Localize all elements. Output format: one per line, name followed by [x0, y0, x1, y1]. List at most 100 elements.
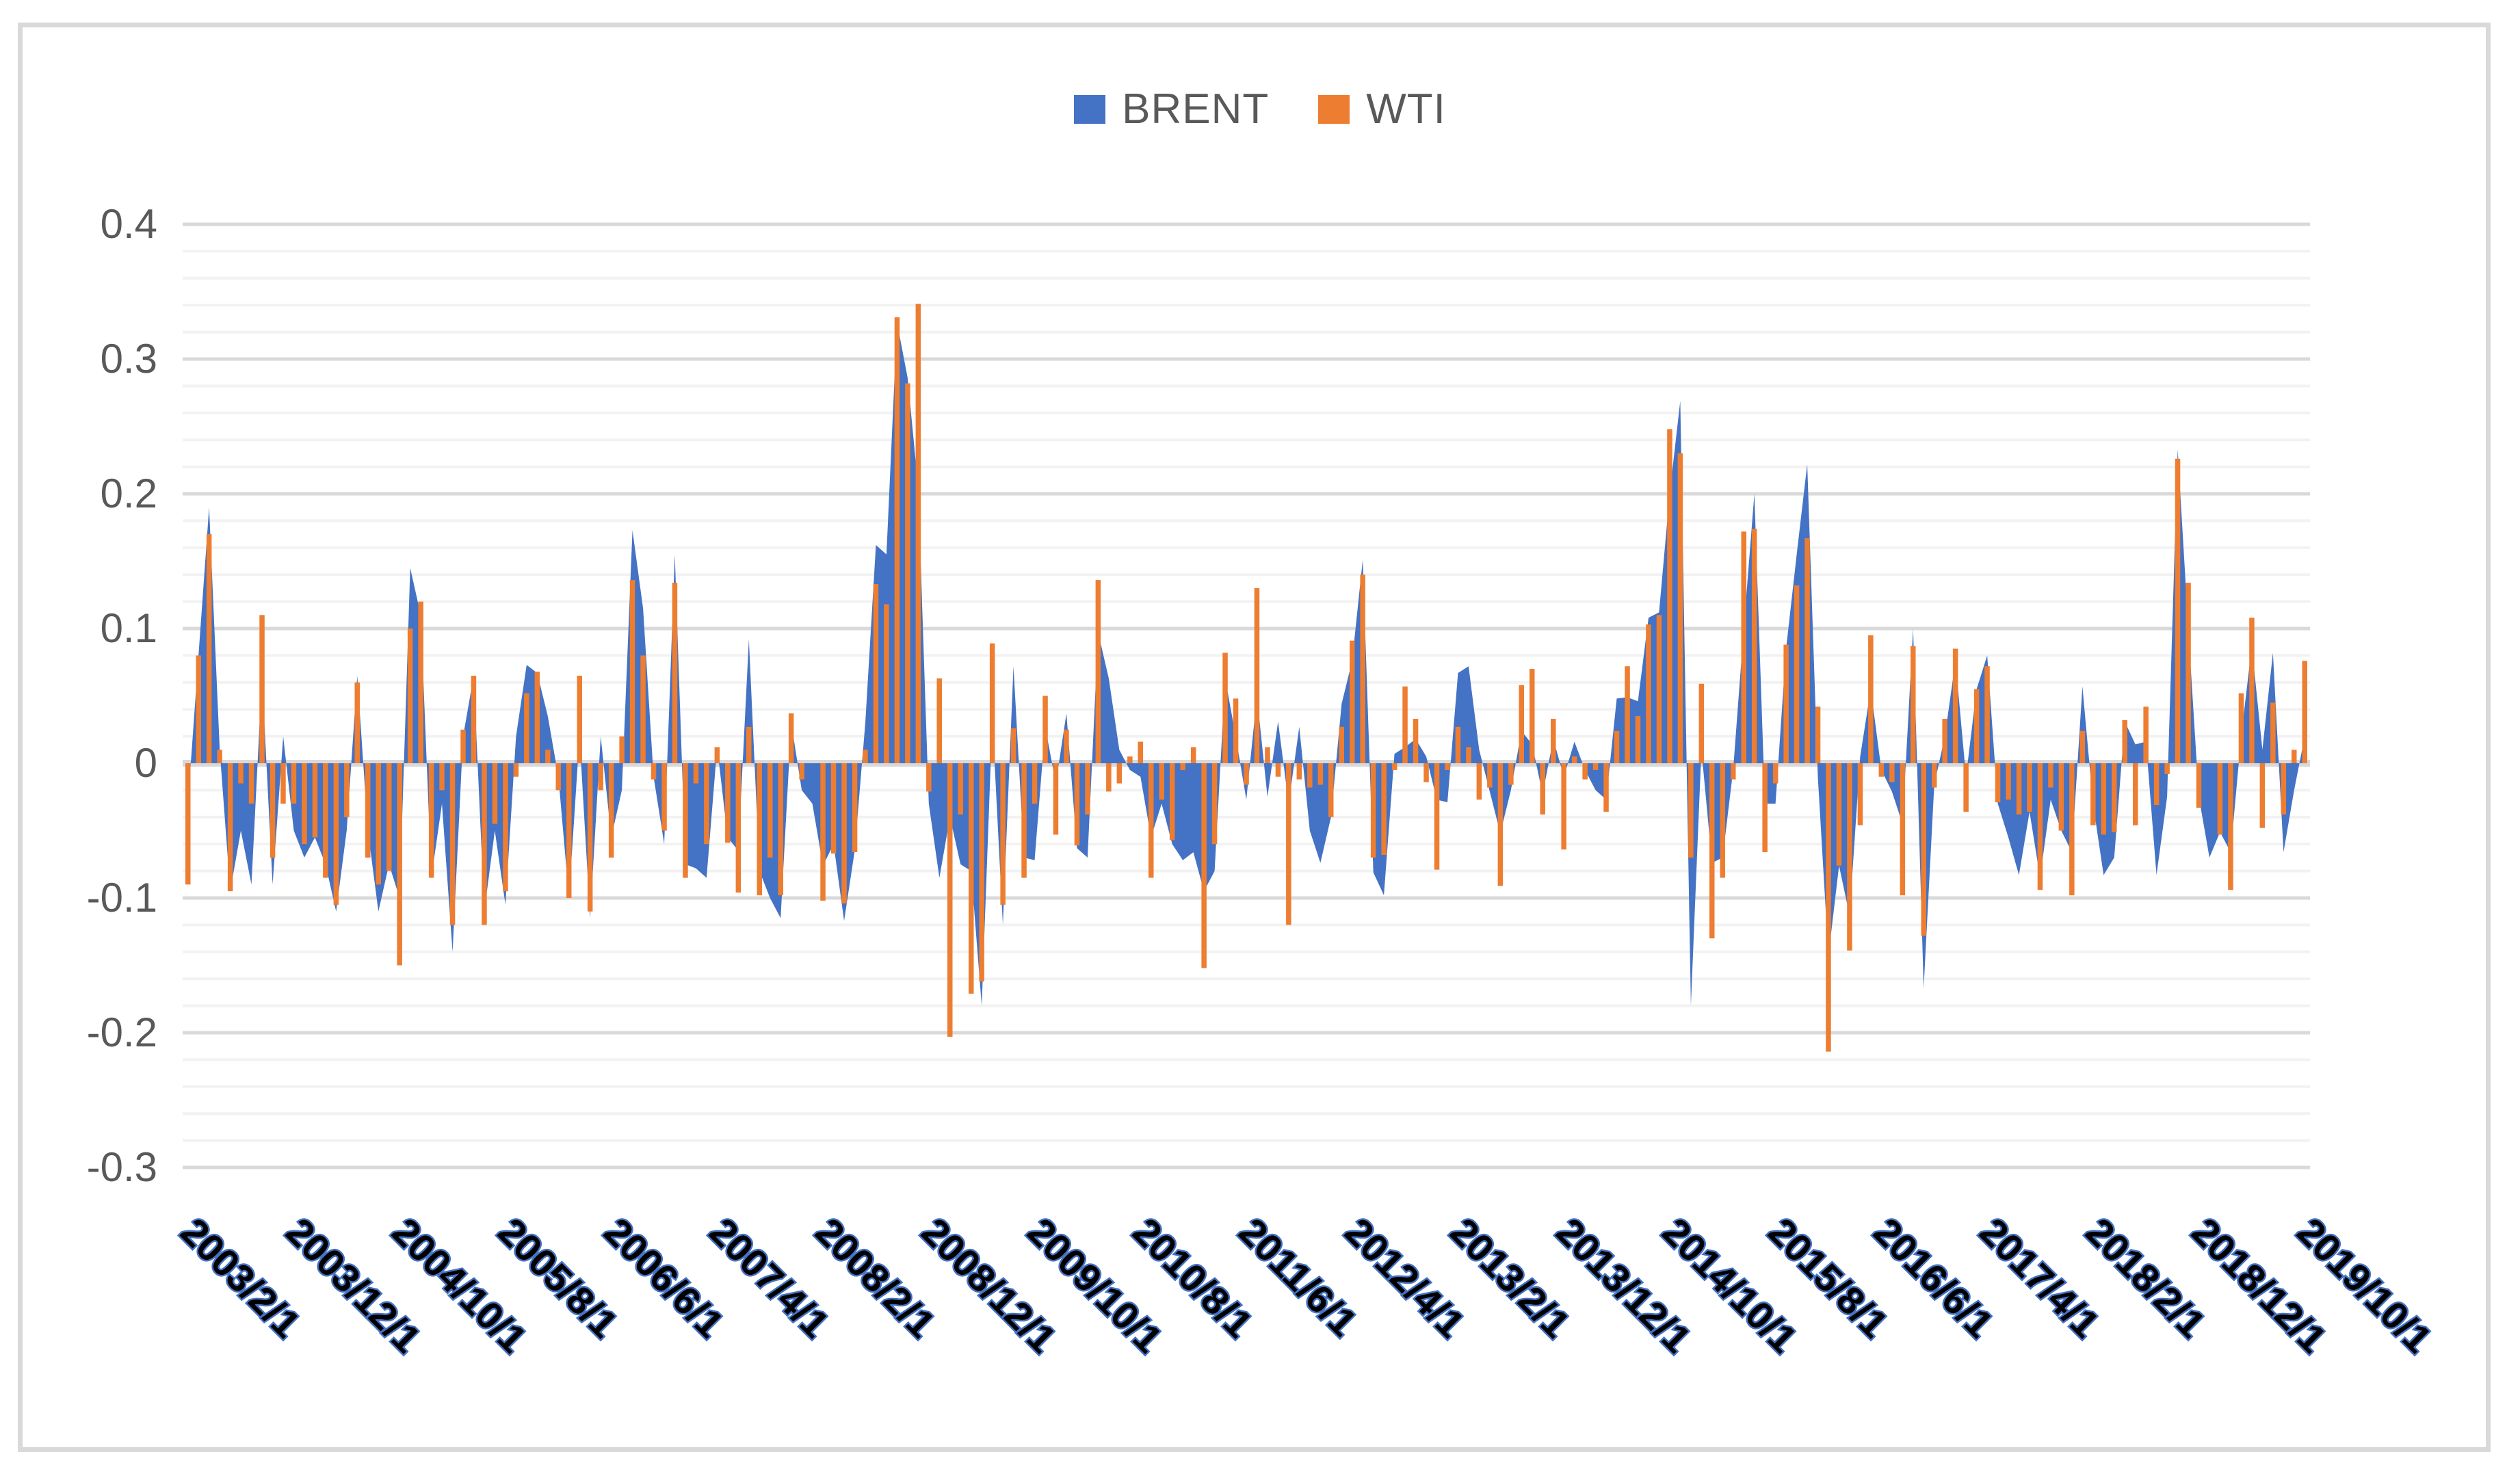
wti-bar — [1688, 763, 1694, 858]
wti-bar — [598, 763, 603, 791]
wti-bar — [1296, 763, 1302, 780]
wti-bar — [1826, 763, 1831, 1052]
wti-bar — [1000, 763, 1006, 905]
wti-bar — [227, 763, 233, 892]
wti-bar — [640, 655, 646, 763]
wti-bar — [704, 763, 709, 845]
wti-bar — [2037, 763, 2043, 890]
wti-bar — [2292, 750, 2297, 763]
wti-bar — [1423, 763, 1429, 782]
wti-bar — [1911, 646, 1916, 763]
wti-bar — [2164, 763, 2170, 774]
wti-bar — [534, 672, 540, 763]
wti-bar — [1836, 763, 1842, 866]
wti-bar — [196, 655, 201, 763]
wti-bar — [2101, 763, 2106, 835]
wti-bar — [1021, 763, 1027, 878]
legend-item-wti: WTI — [1318, 85, 1446, 133]
wti-bar — [439, 763, 445, 791]
wti-bar — [1222, 652, 1228, 763]
wti-bar — [1963, 763, 1969, 812]
wti-bar — [2281, 763, 2287, 815]
wti-bar — [1561, 763, 1566, 850]
wti-bar — [1159, 763, 1164, 800]
wti-bar — [2143, 706, 2149, 763]
wti-bar — [757, 763, 762, 896]
wti-bar — [1254, 587, 1260, 763]
wti-bar — [2249, 618, 2255, 763]
wti-bar — [1476, 763, 1482, 800]
y-tick-label: 0.1 — [100, 605, 157, 651]
wti-bar — [2217, 763, 2223, 835]
wti-bar — [1307, 763, 1313, 788]
wti-bar — [820, 763, 826, 901]
wti-bar — [1360, 574, 1365, 763]
wti-bar — [1190, 747, 1196, 763]
wti-bar — [482, 763, 487, 925]
wti-bar — [1762, 763, 1768, 852]
wti-bar — [1286, 763, 1291, 925]
wti-bar — [344, 763, 350, 817]
wti-bar — [1402, 686, 1408, 763]
wti-bar — [2302, 661, 2307, 763]
wti-bar — [1328, 763, 1334, 817]
wti-bar — [926, 763, 932, 792]
wti-bar — [2122, 720, 2127, 763]
wti-bar — [1804, 538, 1810, 763]
wti-bar — [1656, 615, 1662, 763]
wti-bar — [1625, 666, 1630, 763]
wti-bar — [1487, 763, 1493, 788]
wti-bar — [2270, 702, 2276, 763]
wti-bar — [2175, 458, 2181, 763]
wti-bar — [2016, 763, 2022, 815]
wti-bar — [323, 763, 328, 878]
wti-bar — [884, 604, 889, 763]
wti-bar — [894, 317, 900, 763]
wti-bar — [1794, 585, 1800, 763]
wti-bar — [1497, 763, 1504, 886]
wti-bar — [386, 763, 392, 871]
wti-bar — [1095, 580, 1101, 763]
plot-area — [183, 222, 2310, 1170]
wti-bar — [1317, 763, 1324, 785]
wti-bar — [1889, 763, 1895, 782]
wti-bar — [1731, 763, 1736, 780]
wti-bar — [979, 763, 984, 982]
wti-bar — [1391, 763, 1397, 770]
wti-bar — [312, 763, 318, 838]
wti-bar — [1053, 763, 1059, 835]
wti-bar — [1582, 763, 1588, 780]
wti-bar — [672, 583, 678, 763]
wti-bar — [587, 763, 593, 912]
brent-legend-label: BRENT — [1122, 85, 1270, 133]
wti-bar — [989, 643, 995, 763]
wti-bar — [1698, 683, 1705, 763]
wti-bar — [2058, 763, 2064, 831]
wti-bar — [1042, 696, 1048, 763]
y-tick-label: -0.2 — [86, 1009, 157, 1055]
wti-bar — [1646, 624, 1651, 763]
y-tick-label: -0.1 — [86, 875, 157, 921]
wti-bar — [629, 580, 635, 763]
wti-bar — [354, 682, 360, 763]
legend-item-brent: BRENT — [1074, 85, 1269, 133]
wti-bar — [1709, 763, 1715, 939]
wti-bar — [302, 763, 307, 845]
wti-bar — [460, 729, 466, 764]
wti-bar — [746, 726, 752, 763]
wti-bar — [1741, 531, 1746, 763]
wti-bar — [1530, 669, 1535, 763]
wti-bar — [947, 763, 953, 1037]
wti-bar — [661, 763, 667, 831]
wti-bar — [830, 763, 837, 854]
wti-bar — [1466, 747, 1471, 763]
wti-bar — [1445, 763, 1450, 770]
wti-bar — [248, 763, 254, 804]
wti-bar — [1995, 763, 2001, 803]
wti-bar — [1032, 763, 1038, 804]
wti-bar — [1339, 726, 1344, 763]
wti-bar — [2112, 763, 2117, 832]
wti-bar — [2006, 763, 2011, 800]
wti-bar — [1265, 747, 1270, 763]
